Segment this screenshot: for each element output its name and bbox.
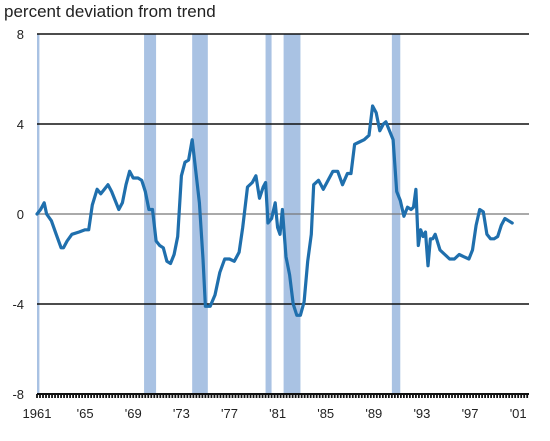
x-tick-label: '93 xyxy=(413,406,430,421)
x-tick-label: '89 xyxy=(365,406,382,421)
x-tick-label: '73 xyxy=(173,406,190,421)
x-tick-label: '69 xyxy=(125,406,142,421)
y-axis: -8 -4 0 4 8 xyxy=(12,27,24,402)
x-axis-labels: 1961 '65 '69 '73 '77 '81 '85 '89 '93 '97 '01 xyxy=(23,406,527,421)
y-tick-label: -8 xyxy=(12,387,24,402)
x-tick-label: '65 xyxy=(77,406,94,421)
chart-title: percent deviation from trend xyxy=(4,2,216,21)
y-tick-label: 8 xyxy=(17,27,24,42)
y-tick-label: 0 xyxy=(17,207,24,222)
series-line-0 xyxy=(35,104,514,317)
x-tick-label: '77 xyxy=(221,406,238,421)
x-tick-label: '01 xyxy=(510,406,527,421)
x-tick-label: '81 xyxy=(269,406,286,421)
gridlines xyxy=(37,33,529,305)
x-tick-label: '97 xyxy=(462,406,479,421)
x-tick-label: '85 xyxy=(317,406,334,421)
series-layer xyxy=(35,104,514,317)
y-tick-label: -4 xyxy=(12,297,24,312)
y-tick-label: 4 xyxy=(17,117,24,132)
x-axis xyxy=(36,393,529,398)
x-tick-label: 1961 xyxy=(23,406,52,421)
